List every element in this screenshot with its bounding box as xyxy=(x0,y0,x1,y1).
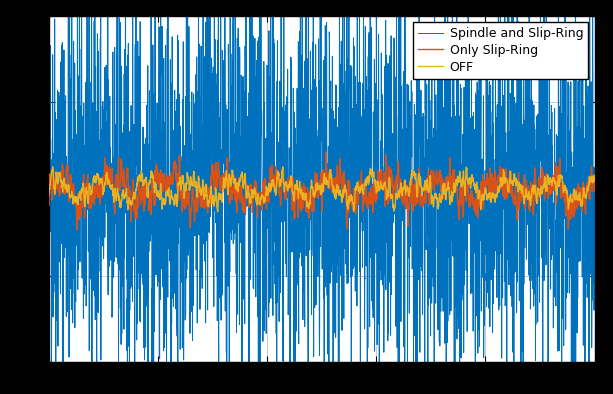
Spindle and Slip-Ring xyxy=(278,127,286,132)
OFF xyxy=(591,173,598,178)
OFF xyxy=(255,195,262,200)
Spindle and Slip-Ring xyxy=(581,136,588,141)
Legend: Spindle and Slip-Ring, Only Slip-Ring, OFF: Spindle and Slip-Ring, Only Slip-Ring, O… xyxy=(414,22,588,78)
Only Slip-Ring xyxy=(322,150,330,154)
Line: Only Slip-Ring: Only Slip-Ring xyxy=(49,152,595,230)
Spindle and Slip-Ring xyxy=(591,209,598,214)
Line: Spindle and Slip-Ring: Spindle and Slip-Ring xyxy=(49,0,595,394)
OFF xyxy=(108,187,115,192)
Line: OFF: OFF xyxy=(49,167,595,212)
Spindle and Slip-Ring xyxy=(108,226,115,231)
Spindle and Slip-Ring xyxy=(140,254,148,258)
Only Slip-Ring xyxy=(108,177,115,182)
Spindle and Slip-Ring xyxy=(522,46,529,51)
OFF xyxy=(278,171,286,175)
OFF xyxy=(140,182,148,187)
Only Slip-Ring xyxy=(140,207,148,212)
Only Slip-Ring xyxy=(74,228,81,232)
OFF xyxy=(49,164,56,169)
Only Slip-Ring xyxy=(45,203,53,208)
Spindle and Slip-Ring xyxy=(45,142,53,147)
OFF xyxy=(214,210,221,214)
OFF xyxy=(522,195,529,199)
Only Slip-Ring xyxy=(254,193,262,198)
OFF xyxy=(581,190,588,195)
Only Slip-Ring xyxy=(522,201,529,206)
Only Slip-Ring xyxy=(278,167,286,171)
Only Slip-Ring xyxy=(581,203,588,207)
Only Slip-Ring xyxy=(591,190,598,194)
OFF xyxy=(45,192,53,197)
Spindle and Slip-Ring xyxy=(255,242,262,247)
